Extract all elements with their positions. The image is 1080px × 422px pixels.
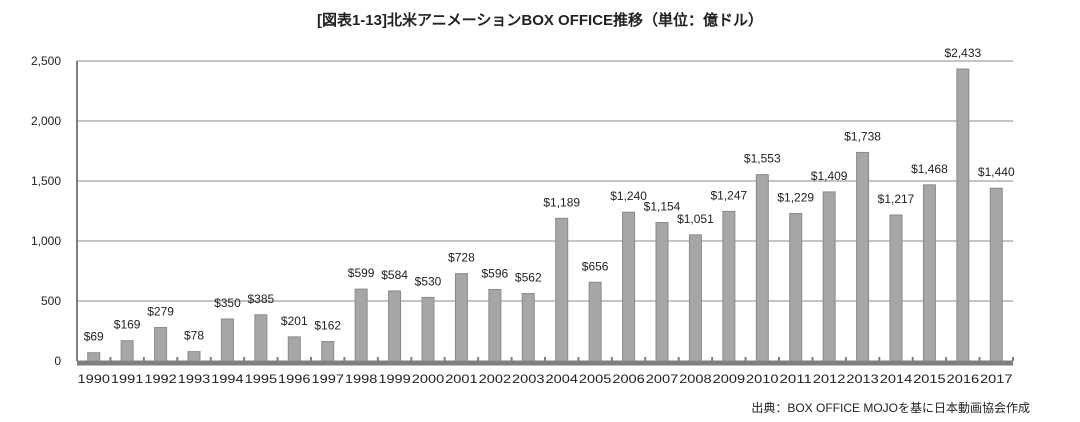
bar-1994 [220, 318, 234, 362]
x-tick-label: 1993 [178, 372, 211, 386]
x-tick-label: 2015 [913, 372, 946, 386]
x-tick-label: 2001 [445, 372, 478, 386]
x-tick-label: 2006 [612, 372, 645, 386]
data-label: $562 [515, 271, 542, 285]
bar-2004 [555, 217, 569, 362]
bar-1993 [187, 351, 201, 362]
bar-2011 [789, 213, 803, 362]
data-label: $1,229 [777, 191, 814, 205]
bar-1997 [321, 341, 335, 362]
x-tick-label: 2007 [646, 372, 679, 386]
x-tick-label: 2005 [579, 372, 612, 386]
x-tick-label: 2009 [713, 372, 746, 386]
data-label: $1,468 [911, 162, 948, 176]
y-tick-label: 1,500 [31, 174, 61, 188]
bar-1990 [87, 352, 101, 362]
x-tick-label: 1991 [111, 372, 144, 386]
bar-1998 [354, 288, 368, 362]
bar-2010 [755, 174, 769, 362]
data-label: $279 [147, 305, 174, 319]
x-tick-label: 1996 [278, 372, 311, 386]
bar-2013 [856, 151, 870, 362]
x-tick-label: 2014 [880, 372, 913, 386]
x-tick-label: 1995 [245, 372, 278, 386]
bar-2012 [822, 191, 836, 362]
x-tick-label: 2000 [412, 372, 445, 386]
bar-2003 [521, 293, 535, 362]
data-label: $162 [314, 319, 341, 333]
bar-1996 [287, 336, 301, 362]
bar-1995 [254, 314, 268, 362]
bar-2017 [989, 187, 1003, 362]
bar-2015 [922, 184, 936, 362]
x-tick-label: 2013 [846, 372, 879, 386]
y-tick-label: 1,000 [31, 234, 61, 248]
source-note: 出典：BOX OFFICE MOJOを基に日本動画協会作成 [751, 400, 1030, 415]
x-tick-label: 1998 [345, 372, 378, 386]
bar-1991 [120, 340, 134, 362]
x-tick-label: 1999 [378, 372, 411, 386]
x-tick-label: 1994 [211, 372, 244, 386]
data-label: $201 [281, 314, 308, 328]
bar-2009 [722, 210, 736, 362]
bar-2005 [588, 281, 602, 362]
bar-2002 [488, 288, 502, 362]
y-tick-label: 2,500 [31, 54, 61, 68]
x-tick-label: 2012 [813, 372, 846, 386]
chart-title: [図表1-13]北米アニメーションBOX OFFICE推移（単位：億ドル） [317, 11, 763, 29]
x-tick-label: 2002 [479, 372, 512, 386]
data-label: $728 [448, 251, 475, 265]
data-label: $1,738 [844, 129, 881, 143]
x-tick-label: 2010 [746, 372, 779, 386]
data-label: $1,189 [543, 195, 580, 209]
data-label: $78 [184, 329, 204, 343]
x-tick-label: 1992 [144, 372, 177, 386]
x-tick-label: 2016 [947, 372, 980, 386]
x-tick-label: 2017 [980, 372, 1013, 386]
x-tick-label: 1990 [78, 372, 111, 386]
data-label: $1,051 [677, 212, 714, 226]
data-label: $1,240 [610, 189, 647, 203]
y-tick-label: 2,000 [31, 114, 61, 128]
bar-1999 [388, 290, 402, 362]
data-label: $584 [381, 268, 408, 282]
bar-2007 [655, 222, 669, 362]
x-tick-label: 1997 [312, 372, 345, 386]
data-label: $2,433 [945, 46, 982, 60]
x-tick-label: 2003 [512, 372, 545, 386]
data-label: $596 [482, 266, 509, 280]
data-label: $530 [415, 274, 442, 288]
x-tick-label: 2004 [546, 372, 579, 386]
data-label: $385 [248, 292, 275, 306]
data-label: $1,409 [811, 169, 848, 183]
data-label: $1,247 [711, 188, 748, 202]
data-label: $350 [214, 296, 241, 310]
data-label: $1,440 [978, 165, 1015, 179]
bar-2000 [421, 296, 435, 362]
data-label: $656 [582, 259, 609, 273]
x-tick-label: 2011 [780, 372, 813, 386]
bar-2008 [688, 234, 702, 362]
data-label: $599 [348, 266, 375, 280]
bar-2016 [956, 68, 970, 362]
bar-2014 [889, 214, 903, 362]
y-tick-label: 0 [54, 354, 61, 368]
x-tick-label: 2008 [679, 372, 712, 386]
bar-2001 [454, 273, 468, 362]
data-label: $69 [84, 330, 104, 344]
bar-2006 [622, 211, 636, 362]
data-label: $1,553 [744, 152, 781, 166]
y-tick-label: 500 [41, 294, 61, 308]
data-label: $169 [114, 318, 141, 332]
data-label: $1,154 [644, 200, 681, 214]
data-label: $1,217 [878, 192, 915, 206]
bar-1992 [154, 327, 168, 362]
